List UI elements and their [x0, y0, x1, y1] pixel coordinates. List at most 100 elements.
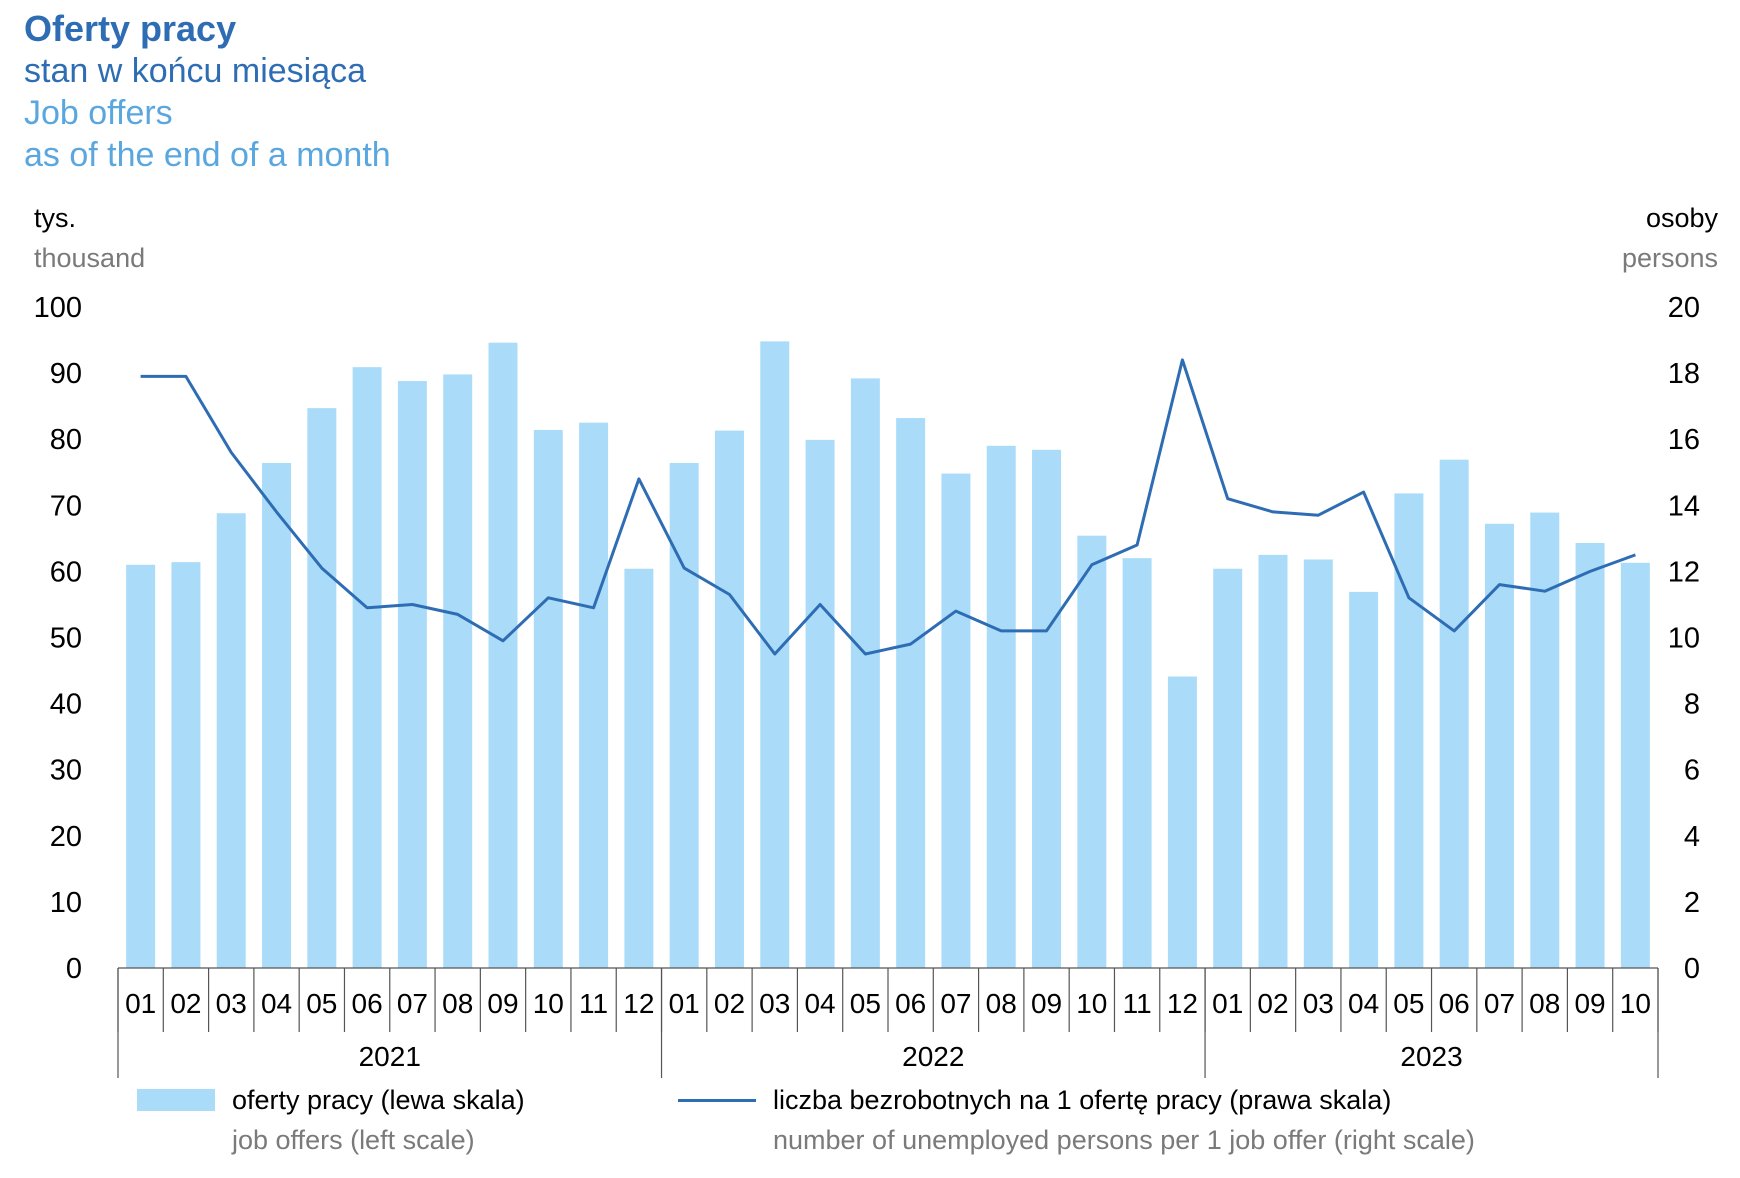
bar [1484, 523, 1514, 968]
x-tick-label: 09 [1574, 988, 1605, 1019]
legend-line: liczba bezrobotnych na 1 ofertę pracy (p… [678, 1080, 1475, 1160]
bar [805, 439, 835, 969]
x-tick-label: 05 [306, 988, 337, 1019]
y-right-tick-label: 4 [1684, 821, 1700, 853]
x-tick-label: 06 [895, 988, 926, 1019]
bar [1167, 676, 1197, 968]
right-axis-unit-pl: osoby [1645, 203, 1718, 233]
bar [216, 513, 246, 968]
legend-line-label-en: number of unemployed persons per 1 job o… [773, 1125, 1475, 1155]
right-axis-unit: osoby persons [1622, 198, 1718, 278]
year-label: 2021 [359, 1041, 421, 1072]
x-tick-label: 12 [1167, 988, 1198, 1019]
x-tick-label: 04 [1348, 988, 1379, 1019]
y-right-tick-label: 0 [1684, 953, 1700, 985]
bar [1349, 591, 1379, 968]
bar [1394, 493, 1424, 968]
bar [1032, 449, 1062, 968]
right-axis-unit-en: persons [1621, 243, 1718, 273]
bar [1530, 512, 1560, 968]
x-tick-label: 06 [352, 988, 383, 1019]
x-tick-label: 09 [1031, 988, 1062, 1019]
left-axis-unit: tys. thousand [34, 198, 145, 278]
x-tick-label: 07 [940, 988, 971, 1019]
bar [1213, 568, 1243, 968]
y-left-tick-label: 20 [50, 821, 82, 853]
bar [714, 430, 744, 968]
x-tick-label: 08 [442, 988, 473, 1019]
bar [669, 462, 699, 968]
y-left-tick-label: 60 [50, 556, 82, 588]
bar [579, 422, 609, 968]
y-right-tick-label: 14 [1668, 490, 1700, 522]
bar [1303, 559, 1333, 968]
bar [1077, 535, 1107, 968]
bar [126, 564, 156, 968]
x-tick-label: 10 [1620, 988, 1651, 1019]
y-left-tick-label: 50 [50, 623, 82, 655]
legend-line-swatch [678, 1099, 756, 1102]
year-label: 2022 [902, 1041, 964, 1072]
y-right-tick-label: 6 [1684, 755, 1700, 787]
y-left-tick-label: 30 [50, 755, 82, 787]
y-left-tick-label: 10 [50, 887, 82, 919]
x-tick-label: 01 [669, 988, 700, 1019]
legend-bars-label: oferty pracy (lewa skala) [232, 1085, 525, 1115]
y-left-tick-label: 70 [50, 490, 82, 522]
x-tick-label: 08 [986, 988, 1017, 1019]
x-tick-label: 01 [125, 988, 156, 1019]
y-right-tick-label: 8 [1684, 689, 1700, 721]
x-tick-label: 05 [850, 988, 881, 1019]
x-tick-label: 06 [1439, 988, 1470, 1019]
y-right-tick-label: 18 [1668, 358, 1700, 390]
bar [307, 408, 337, 968]
bar [1439, 459, 1469, 968]
bar [1620, 562, 1650, 968]
series-line [140, 358, 1636, 656]
y-right-tick-label: 2 [1684, 887, 1700, 919]
chart-title-en: Job offers [24, 94, 173, 132]
bar [986, 445, 1016, 968]
x-tick-label: 04 [261, 988, 292, 1019]
bar [624, 568, 654, 968]
bar [352, 367, 382, 968]
y-left-tick-label: 0 [66, 953, 82, 985]
legend-bars: oferty pracy (lewa skala) job offers (le… [137, 1080, 525, 1160]
bar [941, 473, 971, 968]
chart-subtitle: stan w końcu miesiąca [24, 52, 367, 90]
y-right-tick-label: 20 [1668, 292, 1700, 324]
x-tick-label: 10 [533, 988, 564, 1019]
bar [533, 429, 563, 968]
chart-svg: 0102030405060708090100024681012141618200… [34, 292, 1700, 1078]
x-tick-label: 07 [1484, 988, 1515, 1019]
x-tick-label: 09 [487, 988, 518, 1019]
x-tick-label: 03 [1303, 988, 1334, 1019]
x-tick-label: 11 [579, 988, 608, 1019]
y-left-tick-label: 40 [50, 689, 82, 721]
bar [397, 381, 427, 969]
year-label: 2023 [1400, 1041, 1462, 1072]
x-tick-label: 02 [1257, 988, 1288, 1019]
x-tick-label: 02 [714, 988, 745, 1019]
y-right-tick-label: 10 [1668, 623, 1700, 655]
x-tick-label: 11 [1123, 988, 1152, 1019]
x-tick-label: 12 [623, 988, 654, 1019]
bar [443, 374, 473, 968]
x-tick-label: 03 [759, 988, 790, 1019]
legend-bars-label-en: job offers (left scale) [232, 1125, 475, 1155]
bar [262, 462, 292, 968]
x-tick-label: 10 [1076, 988, 1107, 1019]
x-tick-label: 08 [1529, 988, 1560, 1019]
legend-line-label: liczba bezrobotnych na 1 ofertę pracy (p… [773, 1085, 1392, 1115]
bar [1122, 558, 1152, 968]
bar [1258, 554, 1288, 968]
y-right-tick-label: 12 [1668, 556, 1700, 588]
x-tick-label: 07 [397, 988, 428, 1019]
x-tick-label: 04 [804, 988, 835, 1019]
chart-title: Oferty pracy [24, 8, 237, 49]
y-left-tick-label: 80 [50, 424, 82, 456]
chart-subtitle-en: as of the end of a month [24, 136, 391, 174]
bar [1575, 542, 1605, 968]
y-left-tick-label: 90 [50, 358, 82, 390]
bar [171, 562, 201, 968]
